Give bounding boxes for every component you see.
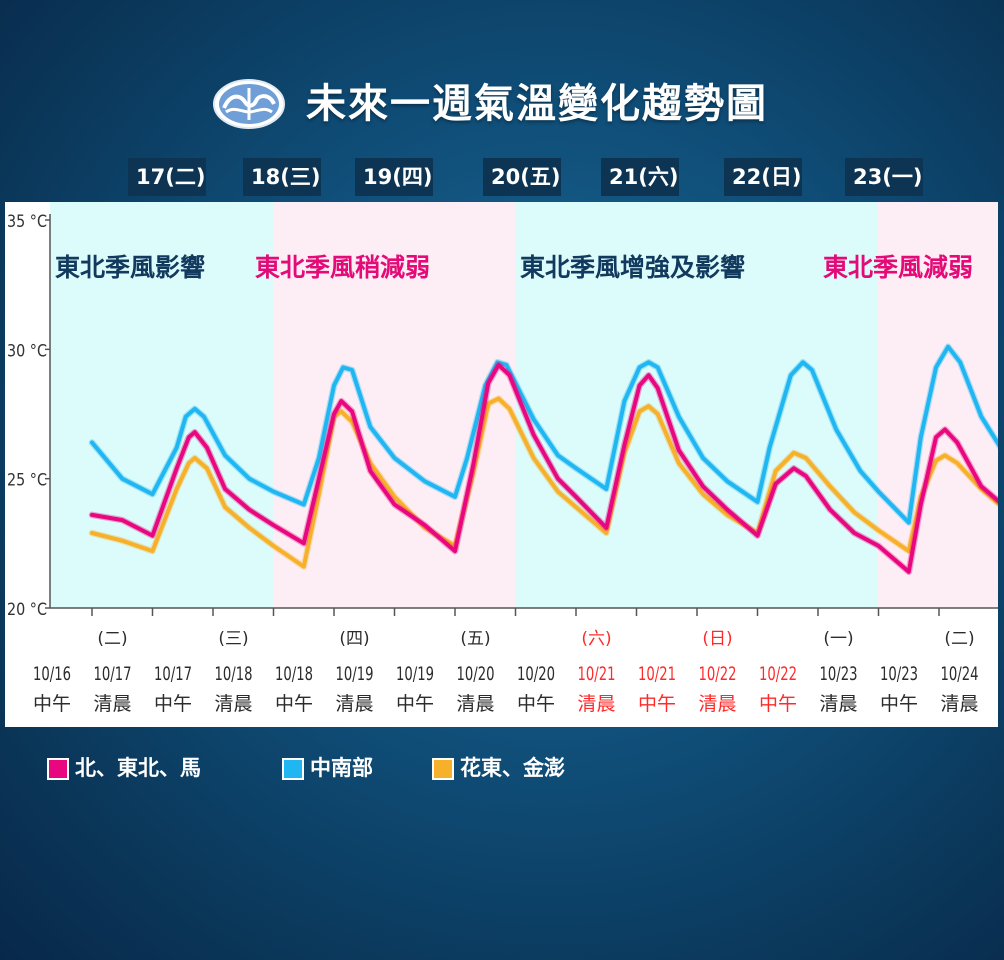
x-label-period-13: 清晨 xyxy=(819,693,857,715)
x-label-period-9: 清晨 xyxy=(577,693,615,715)
x-label-date-10: 10/21 xyxy=(638,663,676,685)
monsoon-band-label-2: 東北季風稍減弱 xyxy=(255,253,430,282)
y-tick-label-35: 35 °C xyxy=(7,212,47,232)
x-label-date-3: 10/18 xyxy=(215,663,253,685)
legend-north: 北、東北、馬 xyxy=(47,753,201,783)
x-label-weekday-13: (一) xyxy=(823,629,853,649)
x-label-weekday-1: (二) xyxy=(97,629,127,649)
legend-swatch-east xyxy=(432,758,454,780)
x-label-date-5: 10/19 xyxy=(336,663,374,685)
x-label-period-10: 中午 xyxy=(638,693,676,715)
x-label-weekday-11: (日) xyxy=(702,629,732,649)
x-label-period-14: 中午 xyxy=(880,693,918,715)
x-label-date-7: 10/20 xyxy=(457,663,495,685)
x-label-period-0: 中午 xyxy=(33,693,71,715)
y-tick-label-30: 30 °C xyxy=(7,341,47,361)
x-label-period-12: 中午 xyxy=(759,693,797,715)
series-line-north xyxy=(90,362,998,574)
monsoon-band-labels: 東北季風影響 東北季風稍減弱 東北季風增強及影響 東北季風減弱 xyxy=(55,253,973,282)
x-label-date-9: 10/21 xyxy=(578,663,616,685)
x-label-period-11: 清晨 xyxy=(698,693,736,715)
x-label-weekday-7: (五) xyxy=(460,629,490,649)
x-label-date-6: 10/19 xyxy=(396,663,434,685)
x-label-period-7: 清晨 xyxy=(456,693,494,715)
monsoon-band-label-3: 東北季風增強及影響 xyxy=(520,253,745,282)
series-line-east xyxy=(90,396,998,569)
day-header-4: 20(五) xyxy=(483,158,561,196)
temperature-chart: 東北季風影響 東北季風稍減弱 東北季風增強及影響 東北季風減弱 35 °C 30 °C 2… xyxy=(5,202,998,727)
x-label-date-12: 10/22 xyxy=(759,663,797,685)
day-header-2: 18(三) xyxy=(243,158,321,196)
legend-label-east: 花東、金澎 xyxy=(460,756,565,780)
x-label-date-8: 10/20 xyxy=(517,663,555,685)
day-header-6: 22(日) xyxy=(724,158,802,196)
monsoon-band-3 xyxy=(515,202,878,608)
x-label-date-2: 10/17 xyxy=(154,663,192,685)
day-header-3: 19(四) xyxy=(355,158,433,196)
legend-label-central-south: 中南部 xyxy=(310,756,373,780)
x-label-period-6: 中午 xyxy=(396,693,434,715)
series-lines xyxy=(88,343,998,576)
header: 未來一週氣溫變化趨勢圖 xyxy=(0,72,1004,136)
x-label-period-2: 中午 xyxy=(154,693,192,715)
x-label-weekday-5: (四) xyxy=(339,629,369,649)
legend-swatch-north xyxy=(47,758,69,780)
legend-east: 花東、金澎 xyxy=(432,753,565,783)
legend-swatch-central-south xyxy=(282,758,304,780)
monsoon-band-label-1: 東北季風影響 xyxy=(55,253,205,282)
x-label-period-1: 清晨 xyxy=(93,693,131,715)
legend-central-south: 中南部 xyxy=(282,753,373,783)
x-label-date-11: 10/22 xyxy=(699,663,737,685)
legend-label-north: 北、東北、馬 xyxy=(75,756,201,780)
y-tick-label-25: 25 °C xyxy=(7,471,47,491)
x-label-weekday-3: (三) xyxy=(218,629,248,649)
x-label-period-4: 中午 xyxy=(275,693,313,715)
monsoon-band-1 xyxy=(50,202,273,608)
x-label-period-15: 清晨 xyxy=(940,693,978,715)
day-header-1: 17(二) xyxy=(128,158,206,196)
x-label-period-3: 清晨 xyxy=(214,693,252,715)
day-header-7: 23(一) xyxy=(845,158,923,196)
x-label-date-13: 10/23 xyxy=(820,663,858,685)
x-axis-labels: 10/16 中午 (二) 10/17 清晨 10/17 中午 (三) 10/18 清晨 10/18 中… xyxy=(33,629,979,715)
x-label-date-15: 10/24 xyxy=(941,663,979,685)
cwb-logo-icon xyxy=(213,79,285,129)
x-label-weekday-9: (六) xyxy=(581,629,611,649)
x-label-period-5: 清晨 xyxy=(335,693,373,715)
x-label-period-8: 中午 xyxy=(517,693,555,715)
x-label-weekday-15: (二) xyxy=(944,629,974,649)
day-header-5: 21(六) xyxy=(601,158,679,196)
x-label-date-4: 10/18 xyxy=(275,663,313,685)
monsoon-bands xyxy=(50,202,998,608)
x-label-date-14: 10/23 xyxy=(880,663,918,685)
series-line-central-south xyxy=(90,344,998,525)
page-title: 未來一週氣溫變化趨勢圖 xyxy=(306,81,768,127)
y-tick-label-20: 20 °C xyxy=(7,600,47,620)
chart-axes: 35 °C 30 °C 25 °C 20 °C xyxy=(7,212,998,620)
monsoon-band-2 xyxy=(273,202,515,608)
monsoon-band-label-4: 東北季風減弱 xyxy=(823,253,973,282)
x-label-date-0: 10/16 xyxy=(33,663,71,685)
x-label-date-1: 10/17 xyxy=(94,663,132,685)
